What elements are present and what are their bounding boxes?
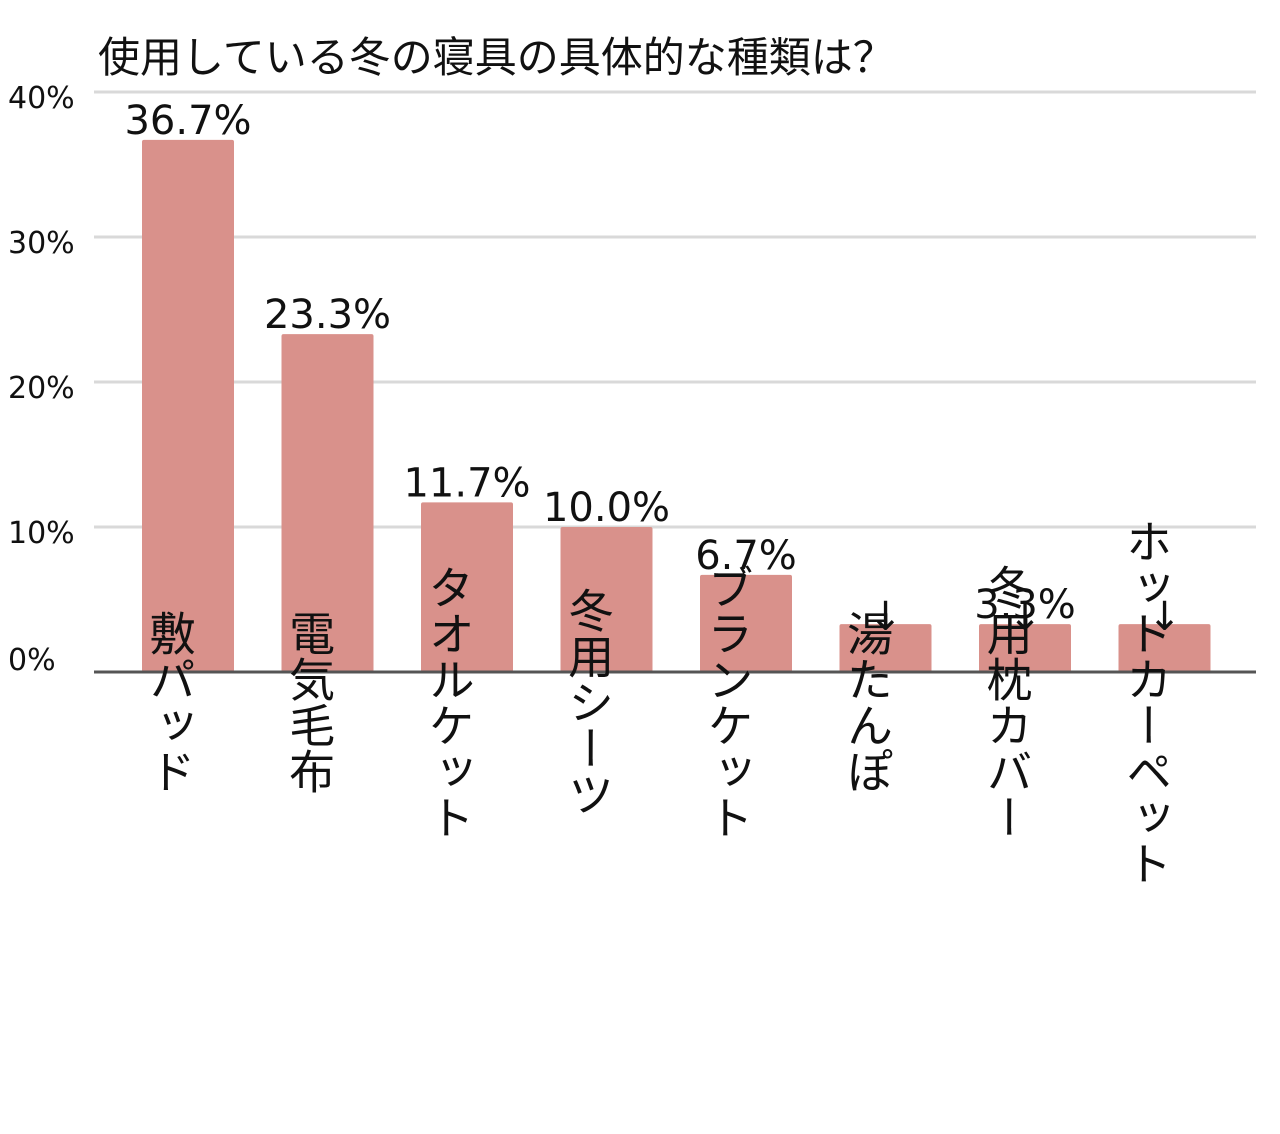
bar-5 [700,574,792,672]
bar-1 [142,139,234,673]
value-label: 23.3% [264,292,391,338]
value-label: 36.7% [124,98,251,144]
bar-7 [979,624,1071,672]
bars [142,139,1211,673]
chart-title: 使用している冬の寝具の具体的な種類は？ [98,33,895,82]
y-tick-label: 10% [8,516,75,551]
bar-8 [1118,624,1211,672]
value-label: 6.7% [695,533,797,579]
y-tick-label: 0% [8,643,56,678]
y-axis-ticks: 0% 10% 20% 30% 40% [8,81,75,678]
category-labels: 敷パッド 電気毛布 タオルケット 冬用シーツ ブランケット 湯たんぽ 冬用枕カバー ホットカー… [143,518,1174,886]
bar-4 [560,527,653,672]
y-tick-label: 30% [8,226,75,261]
bar-3 [421,502,513,672]
value-label: 10.0% [543,485,670,531]
value-label: 3.3% [974,582,1076,628]
category-label: 冬用シーツ [561,587,615,817]
pointer-markers: ↓ ↓ ↓ [869,594,1182,640]
category-label: 冬用枕カバー [980,564,1034,840]
category-label: ブランケット [701,564,755,840]
y-tick-label: 20% [8,371,75,406]
category-label: 湯たんぽ [840,610,894,794]
category-label: 電気毛布 [282,610,336,794]
value-label: 11.7% [403,460,530,506]
bar-2 [281,334,374,672]
category-label: ホットカーペット [1119,518,1173,886]
category-label: タオルケット [422,564,476,840]
arrow-marker: ↓ [1008,594,1042,640]
y-tick-label: 40% [8,81,75,116]
arrow-marker: ↓ [1148,594,1182,640]
category-label: 敷パッド [143,610,197,794]
bar-6 [839,624,932,672]
arrow-marker: ↓ [869,594,903,640]
value-labels: 36.7% 23.3% 11.7% 10.0% 6.7% 3.3% [124,98,1075,628]
